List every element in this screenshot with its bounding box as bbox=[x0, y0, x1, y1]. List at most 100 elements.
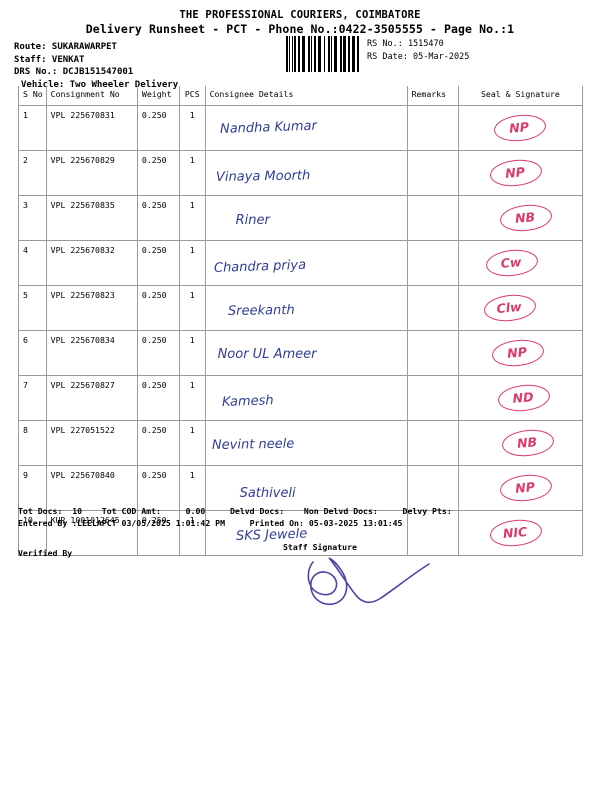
column-header-remarks: Remarks bbox=[406, 86, 459, 106]
cell-pcs: 1 bbox=[178, 420, 206, 466]
route-label: Route: SUKARAWARPET bbox=[14, 42, 117, 52]
document-subtitle: Delivery Runsheet - PCT - Phone No.:0422… bbox=[85, 22, 515, 36]
barcode bbox=[286, 36, 362, 72]
seal-initials: NP bbox=[508, 118, 530, 136]
seal-signature-mark: NIC bbox=[489, 517, 544, 549]
verified-by-label: Verified By bbox=[18, 548, 73, 558]
consignee-handwriting: Noor UL Ameer bbox=[217, 347, 317, 362]
cell-consignee-details: Kamesh bbox=[204, 375, 408, 421]
seal-signature-mark: Clw bbox=[483, 292, 538, 324]
seal-initials: ND bbox=[512, 388, 535, 406]
cell-weight: 0.250 bbox=[136, 105, 180, 151]
column-header-consignment-no: Consignment No bbox=[45, 86, 138, 106]
seal-signature-mark: Cw bbox=[485, 247, 540, 279]
column-header-seal-signature: Seal & Signature bbox=[457, 86, 584, 106]
column-header-weight: Weight bbox=[136, 86, 180, 106]
seal-initials: Cw bbox=[500, 253, 523, 271]
consignee-handwriting: Sathiveli bbox=[239, 486, 296, 501]
cell-consignment-no: VPL 225670831 bbox=[45, 105, 138, 151]
consignment-meta-right: RS No.: 1515470 RS Date: 05-Mar-2025 bbox=[367, 38, 469, 63]
cell-sno: 7 bbox=[18, 375, 47, 421]
cell-consignment-no: VPL 225670840 bbox=[45, 465, 138, 511]
table-row: 6 VPL 225670834 0.250 1 Noor UL Ameer NP bbox=[18, 330, 584, 376]
seal-initials: Clw bbox=[496, 298, 523, 316]
seal-signature-mark: NP bbox=[489, 157, 544, 189]
seal-signature-mark: NP bbox=[491, 337, 546, 369]
cell-seal-signature: Clw bbox=[457, 285, 584, 331]
cell-sno: 4 bbox=[18, 240, 47, 286]
table-row: 7 VPL 225670827 0.250 1 Kamesh ND bbox=[18, 375, 584, 421]
table-row: 4 VPL 225670832 0.250 1 Chandra priya Cw bbox=[18, 240, 584, 286]
cell-seal-signature: NP bbox=[457, 105, 584, 151]
consignment-meta-left: Route: SUKARAWARPET Staff: VENKAT DRS No… bbox=[14, 41, 178, 91]
consignee-handwriting: Nandha Kumar bbox=[219, 118, 317, 137]
runsheet-table: S No Consignment No Weight PCS Consignee… bbox=[18, 86, 584, 556]
table-row: 9 VPL 225670840 0.250 1 Sathiveli NP bbox=[18, 465, 584, 511]
seal-initials: NB bbox=[516, 433, 539, 451]
cell-consignment-no: VPL 225670829 bbox=[45, 150, 138, 196]
cell-weight: 0.250 bbox=[136, 465, 180, 511]
cell-seal-signature: NB bbox=[457, 420, 584, 466]
cell-seal-signature: ND bbox=[457, 375, 584, 421]
cell-pcs: 1 bbox=[178, 465, 206, 511]
cell-consignee-details: Noor UL Ameer bbox=[204, 330, 408, 376]
table-header-row: S No Consignment No Weight PCS Consignee… bbox=[18, 86, 584, 106]
column-header-pcs: PCS bbox=[178, 86, 206, 106]
cell-weight: 0.250 bbox=[136, 330, 180, 376]
cell-weight: 0.250 bbox=[136, 375, 180, 421]
cell-weight: 0.250 bbox=[136, 420, 180, 466]
seal-initials: NIC bbox=[502, 523, 529, 541]
table-row: 5 VPL 225670823 0.250 1 Sreekanth Clw bbox=[18, 285, 584, 331]
cell-sno: 2 bbox=[18, 150, 47, 196]
cell-consignment-no: VPL 225670832 bbox=[45, 240, 138, 286]
cell-weight: 0.250 bbox=[136, 195, 180, 241]
cell-consignee-details: Vinaya Moorth bbox=[204, 150, 408, 196]
table-row: 8 VPL 227051522 0.250 1 Nevint neele NB bbox=[18, 420, 584, 466]
cell-remarks bbox=[406, 105, 459, 151]
cell-consignment-no: VPL 225670827 bbox=[45, 375, 138, 421]
cell-consignment-no: VPL 225670835 bbox=[45, 195, 138, 241]
cell-sno: 9 bbox=[18, 465, 47, 511]
seal-initials: NP bbox=[504, 163, 526, 181]
cell-consignee-details: Chandra priya bbox=[204, 240, 408, 286]
cell-consignee-details: Riner bbox=[204, 195, 408, 241]
cell-seal-signature: NP bbox=[457, 465, 584, 511]
cell-pcs: 1 bbox=[178, 375, 206, 421]
cell-remarks bbox=[406, 240, 459, 286]
cell-weight: 0.250 bbox=[136, 240, 180, 286]
cell-remarks bbox=[406, 195, 459, 241]
consignee-handwriting: Riner bbox=[235, 213, 270, 228]
rs-no-label: RS No.: 1515470 bbox=[367, 39, 444, 49]
cell-seal-signature: NIC bbox=[457, 510, 584, 556]
seal-initials: NP bbox=[506, 343, 528, 361]
seal-initials: NB bbox=[514, 208, 537, 226]
cell-weight: 0.250 bbox=[136, 285, 180, 331]
cell-seal-signature: Cw bbox=[457, 240, 584, 286]
table-row: 10 KUR 1001012645 0.250 1 SKS Jewele NIC bbox=[18, 510, 584, 556]
cell-pcs: 1 bbox=[178, 330, 206, 376]
cell-consignee-details: Nevint neele bbox=[204, 420, 408, 466]
cell-weight: 0.250 bbox=[136, 510, 180, 556]
cell-seal-signature: NP bbox=[457, 150, 584, 196]
column-header-sno: S No bbox=[18, 86, 47, 106]
seal-signature-mark: ND bbox=[497, 382, 552, 414]
cell-sno: 1 bbox=[18, 105, 47, 151]
table-body: 1 VPL 225670831 0.250 1 Nandha Kumar NP 2 VPL 2… bbox=[18, 105, 584, 556]
seal-signature-mark: NP bbox=[493, 112, 548, 144]
table-row: 1 VPL 225670831 0.250 1 Nandha Kumar NP bbox=[18, 105, 584, 151]
footer-entered-printed-line: Entered By :LEELAPCT 03/05/2025 1:01:42 … bbox=[18, 518, 403, 528]
cell-weight: 0.250 bbox=[136, 150, 180, 196]
document-header: THE PROFESSIONAL COURIERS, COIMBATORE De… bbox=[0, 8, 600, 37]
consignee-handwriting: Chandra priya bbox=[213, 257, 306, 276]
rs-date-label: RS Date: 05-Mar-2025 bbox=[367, 51, 470, 62]
cell-remarks bbox=[406, 150, 459, 196]
footer-totals-line: Tot Docs: 10 Tot COD Amt: 0.00 Delvd Doc… bbox=[18, 506, 452, 516]
cell-sno: 6 bbox=[18, 330, 47, 376]
consignee-handwriting: Vinaya Moorth bbox=[215, 168, 311, 185]
column-header-consignee-details: Consignee Details bbox=[204, 86, 408, 106]
staff-signature-mark bbox=[307, 557, 430, 606]
cell-consignment-no: VPL 225670823 bbox=[45, 285, 138, 331]
seal-signature-mark: NB bbox=[501, 427, 556, 459]
consignee-handwriting: Nevint neele bbox=[211, 436, 295, 453]
staff-signature-label: Staff Signature bbox=[283, 542, 357, 552]
